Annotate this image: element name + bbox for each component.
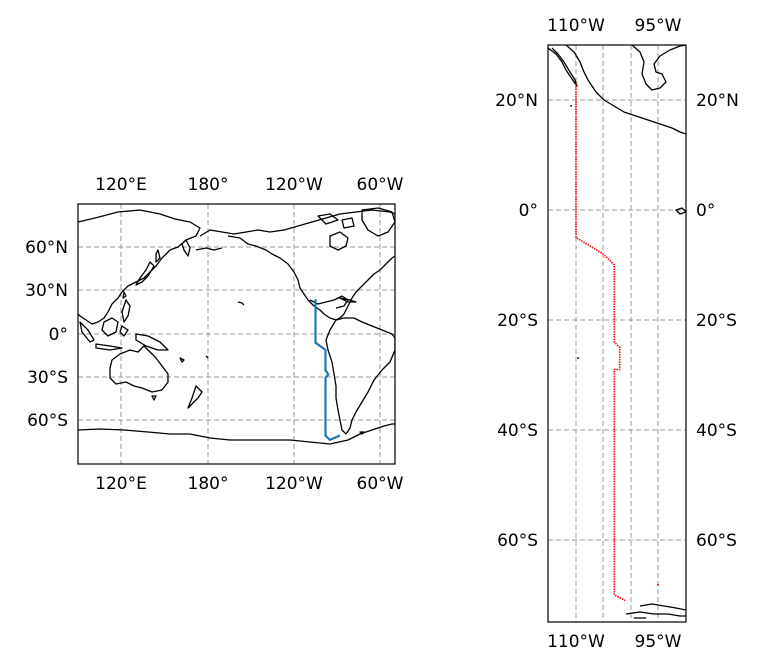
right-map-lon-ticks-top: 110°W 95°W	[547, 16, 682, 36]
coast-sumatra	[79, 321, 95, 343]
coast-pacific-islands	[179, 301, 245, 363]
right-map: 110°W 95°W 110°W 95°W 20°N 0° 20°S 40°S …	[495, 16, 739, 652]
right-lat-tick-left: 40°S	[497, 421, 538, 441]
right-lat-tick-right: 0°	[696, 201, 715, 221]
right-track-line	[575, 83, 626, 602]
coast-java	[95, 343, 123, 351]
right-map-lon-ticks-bottom: 110°W 95°W	[547, 632, 682, 652]
left-lat-tick: 0°	[49, 325, 68, 345]
left-lon-tick-bottom: 120°E	[95, 474, 147, 494]
left-lon-tick-top: 180°	[188, 175, 229, 195]
left-map-coastlines	[78, 207, 395, 445]
left-lon-tick-bottom: 120°W	[265, 474, 323, 494]
right-lon-tick-top: 95°W	[635, 16, 682, 36]
coast-hudson-bay	[329, 231, 349, 251]
right-lat-tick-right: 60°S	[696, 531, 737, 551]
right-map-lat-ticks-right: 20°N 0° 20°S 40°S 60°S	[696, 91, 739, 551]
right-map-lat-ticks-left: 20°N 0° 20°S 40°S 60°S	[495, 91, 538, 551]
left-map-track	[314, 299, 341, 441]
coast-mexico-west	[565, 45, 686, 135]
coast-tasmania	[151, 395, 157, 401]
right-lat-tick-right: 20°N	[696, 91, 739, 111]
coast-australia	[109, 345, 169, 393]
left-map: 120°E 180° 120°W 60°W 120°E 180° 120°W 6…	[25, 175, 404, 494]
left-map-lon-ticks-top: 120°E 180° 120°W 60°W	[95, 175, 404, 195]
right-lon-tick-bottom: 95°W	[635, 632, 682, 652]
right-lat-tick-left: 0°	[519, 201, 538, 221]
left-lat-tick: 30°S	[27, 368, 68, 388]
coast-kamchatka	[181, 239, 191, 257]
coast-taiwan	[122, 291, 127, 299]
right-lat-tick-left: 20°N	[495, 91, 538, 111]
right-lon-tick-bottom: 110°W	[547, 632, 605, 652]
coast-antarctic-peninsula	[625, 603, 686, 619]
coast-japan	[135, 261, 155, 286]
right-lat-tick-left: 20°S	[497, 311, 538, 331]
right-map-gridlines	[548, 45, 686, 622]
left-map-frame	[77, 203, 396, 465]
right-lat-tick-left: 60°S	[497, 531, 538, 551]
right-map-background	[548, 45, 686, 622]
left-lat-tick: 60°S	[27, 411, 68, 431]
coast-galapagos	[675, 207, 686, 215]
right-lat-tick-right: 20°S	[696, 311, 737, 331]
left-map-lon-ticks-bottom: 120°E 180° 120°W 60°W	[95, 474, 404, 494]
right-map-frame	[547, 44, 687, 623]
coast-sakhalin	[155, 249, 161, 263]
left-lon-tick-top: 120°E	[95, 175, 147, 195]
left-map-lat-ticks: 60°N 30°N 0° 30°S 60°S	[25, 238, 68, 431]
left-track-line	[314, 299, 341, 441]
coast-asia	[78, 209, 201, 325]
right-lat-tick-right: 40°S	[696, 421, 737, 441]
coast-new-zealand	[187, 385, 203, 409]
coast-arctic-islands	[317, 213, 355, 229]
coast-philippines	[121, 299, 131, 323]
left-lon-tick-top: 60°W	[357, 175, 404, 195]
coast-greenland	[361, 207, 395, 237]
coast-cuba	[339, 297, 357, 303]
left-lat-tick: 30°N	[25, 281, 68, 301]
left-lat-tick: 60°N	[25, 238, 68, 258]
coast-north-america	[199, 209, 395, 321]
left-map-gridlines	[78, 204, 395, 464]
right-lon-tick-top: 110°W	[547, 16, 605, 36]
coast-south-america	[325, 317, 395, 435]
left-lon-tick-bottom: 60°W	[357, 474, 404, 494]
coast-antarctica	[78, 423, 395, 445]
left-lon-tick-bottom: 180°	[188, 474, 229, 494]
coast-gulf-mexico	[309, 295, 349, 309]
left-lon-tick-top: 120°W	[265, 175, 323, 195]
coast-borneo	[101, 317, 119, 337]
coast-aleutians	[195, 247, 223, 251]
coast-gulf-yucatan	[631, 45, 686, 91]
right-map-track	[575, 83, 659, 602]
coast-sulawesi	[119, 325, 129, 337]
coast-new-guinea	[135, 333, 169, 351]
